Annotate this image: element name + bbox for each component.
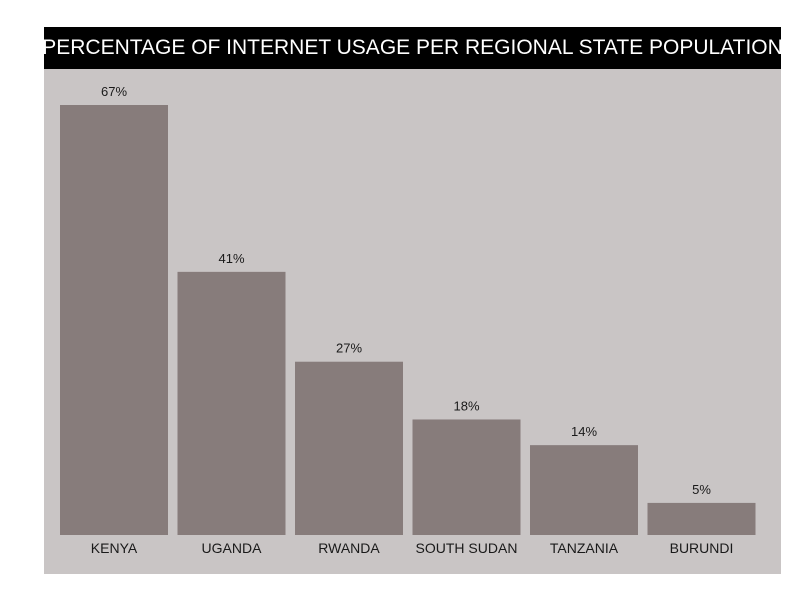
category-label-kenya: KENYA: [91, 540, 138, 556]
bar-uganda: [177, 271, 286, 535]
category-label-burundi: BURUNDI: [670, 540, 734, 556]
bar-rwanda: [295, 361, 403, 535]
data-label-burundi: 5%: [692, 482, 711, 497]
bar-south-sudan: [412, 419, 521, 535]
plot-area: 67% 41% 27% 18% 14% 5% KENYA UGANDA RWANDA SOUTH…: [44, 69, 781, 574]
category-label-south-sudan: SOUTH SUDAN: [416, 540, 518, 556]
data-label-south-sudan: 18%: [453, 398, 479, 413]
data-label-rwanda: 27%: [336, 341, 362, 356]
bars-group: [60, 105, 756, 535]
category-label-uganda: UGANDA: [202, 540, 263, 556]
bar-tanzania: [530, 445, 638, 535]
data-labels-group: 67% 41% 27% 18% 14% 5%: [101, 84, 711, 497]
data-label-tanzania: 14%: [571, 424, 597, 439]
data-label-kenya: 67%: [101, 84, 127, 99]
bar-kenya: [60, 105, 168, 535]
chart-title: PERCENTAGE OF INTERNET USAGE PER REGIONA…: [42, 27, 783, 69]
bar-burundi: [647, 502, 756, 535]
bar-chart: 67% 41% 27% 18% 14% 5% KENYA UGANDA RWANDA SOUTH…: [60, 84, 756, 556]
category-label-rwanda: RWANDA: [318, 540, 380, 556]
data-label-uganda: 41%: [218, 251, 244, 266]
category-labels-group: KENYA UGANDA RWANDA SOUTH SUDAN TANZANIA BURU…: [91, 540, 734, 556]
category-label-tanzania: TANZANIA: [550, 540, 619, 556]
